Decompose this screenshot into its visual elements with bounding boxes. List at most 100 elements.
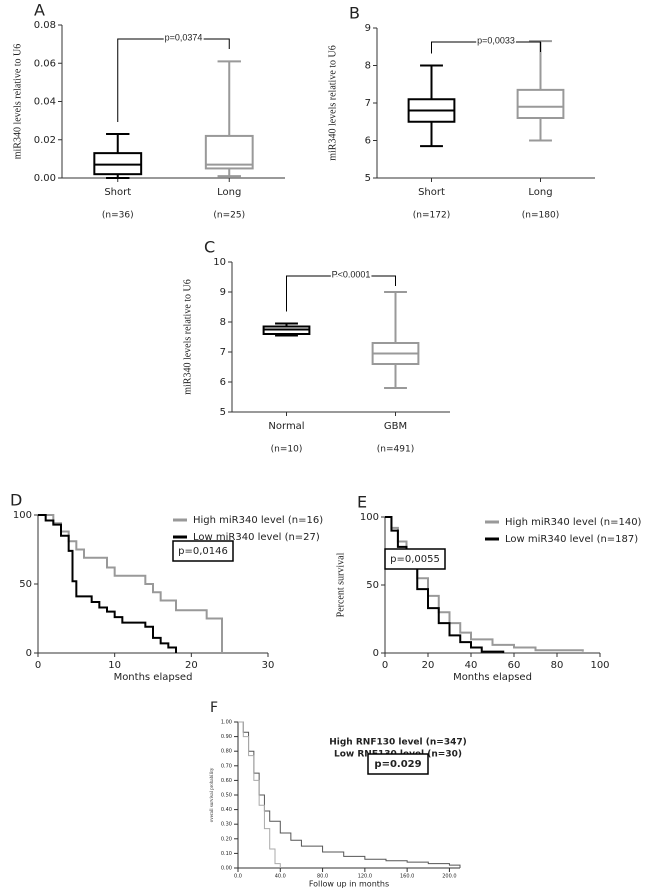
- y-tick-label: 0.04: [34, 97, 56, 108]
- y-tick-label: 0.00: [34, 173, 56, 184]
- y-tick-label: 1.00: [221, 720, 232, 726]
- survival-curve: [38, 514, 223, 653]
- p-value-box: [384, 548, 446, 570]
- y-axis-label: overall survival probability: [210, 767, 215, 822]
- y-tick-label: 100: [360, 512, 379, 523]
- legend-label: High miR340 level (n=16): [193, 515, 323, 526]
- y-tick-label: 0.30: [221, 822, 232, 828]
- legend-label: High RNF130 level (n=347): [329, 738, 466, 748]
- y-tick-label: 8: [220, 317, 226, 328]
- category-label: Short: [418, 187, 445, 198]
- survival-curve: [238, 721, 281, 868]
- category-label: Long: [217, 187, 241, 198]
- n-label: (n=10): [271, 445, 303, 455]
- significance-bracket: [286, 275, 396, 312]
- survival-curve: [38, 514, 177, 653]
- significance-bracket: [431, 41, 541, 54]
- y-tick-label: 0.60: [221, 778, 232, 784]
- y-tick-label: 5: [220, 407, 226, 418]
- y-tick-label: 0.00: [221, 866, 232, 872]
- y-tick-label: 9: [365, 23, 371, 34]
- x-tick-label: 120.0: [358, 874, 372, 880]
- x-tick-label: 0: [35, 660, 41, 671]
- panel-label: C: [204, 238, 215, 257]
- category-label: Long: [528, 187, 552, 198]
- box: [204, 134, 254, 170]
- y-tick-label: 0: [26, 648, 32, 659]
- legend-label: High miR340 level (n=140): [505, 517, 642, 528]
- legend-label: Low miR340 level (n=187): [505, 534, 638, 545]
- x-tick-label: 40.0: [275, 874, 286, 880]
- panel-label: A: [34, 1, 45, 20]
- panel-label: B: [349, 4, 360, 23]
- p-value: p=0,0055: [390, 554, 440, 565]
- survival-curve: [385, 516, 505, 653]
- category-label: Normal: [268, 421, 304, 432]
- x-tick-label: 0: [382, 660, 388, 671]
- significance-bracket: [117, 38, 230, 123]
- p-value: p=0,0033: [477, 35, 515, 45]
- y-tick-label: 9: [220, 287, 226, 298]
- category-label: Short: [104, 187, 131, 198]
- y-tick-label: 0.06: [34, 58, 56, 69]
- n-label: (n=180): [522, 211, 559, 221]
- y-tick-label: 0: [373, 648, 379, 659]
- category-label: GBM: [384, 421, 407, 432]
- p-value: p=0,0146: [178, 546, 228, 557]
- y-tick-label: 0.90: [221, 734, 232, 740]
- survival-curve: [385, 516, 584, 652]
- y-tick-label: 6: [365, 136, 371, 147]
- x-tick-label: 80: [551, 660, 564, 671]
- n-label: (n=36): [102, 211, 134, 221]
- y-axis-label: miR340 levels relative to U6: [182, 279, 193, 395]
- x-tick-label: 200.0: [442, 874, 456, 880]
- y-tick-label: 7: [220, 347, 226, 358]
- p-value-box: [367, 753, 429, 775]
- y-tick-label: 0.80: [221, 749, 232, 755]
- y-tick-label: 0.70: [221, 763, 232, 769]
- y-tick-label: 0.50: [221, 793, 232, 799]
- x-axis-label: Months elapsed: [453, 672, 532, 683]
- p-value-box: [172, 540, 234, 562]
- n-label: (n=25): [213, 211, 245, 221]
- y-tick-label: 0.02: [34, 135, 56, 146]
- y-axis-label: miR340 levels relative to U6: [327, 45, 338, 161]
- x-tick-label: 0.0: [234, 874, 242, 880]
- panel-label: F: [210, 700, 218, 716]
- p-value: p=0.029: [374, 759, 421, 770]
- box: [516, 88, 565, 119]
- y-tick-label: 100: [13, 510, 32, 521]
- x-tick-label: 10: [108, 660, 121, 671]
- y-tick-label: 0.10: [221, 851, 232, 857]
- panel-label: D: [10, 491, 22, 510]
- y-tick-label: 7: [365, 98, 371, 109]
- x-tick-label: 60: [508, 660, 521, 671]
- y-tick-label: 0.40: [221, 807, 232, 813]
- n-label: (n=172): [413, 211, 450, 221]
- y-tick-label: 10: [213, 257, 226, 268]
- y-tick-label: 50: [19, 579, 32, 590]
- panel-label: E: [357, 493, 367, 512]
- y-tick-label: 6: [220, 377, 226, 388]
- y-axis-label: Percent survival: [335, 552, 346, 617]
- p-value: P<0.0001: [332, 269, 371, 279]
- x-tick-label: 40: [465, 660, 478, 671]
- x-tick-label: 30: [262, 660, 275, 671]
- p-value: p=0,0374: [165, 32, 203, 42]
- x-tick-label: 100: [590, 660, 609, 671]
- y-tick-label: 0.20: [221, 836, 232, 842]
- y-tick-label: 8: [365, 61, 371, 72]
- y-tick-label: 0.08: [34, 20, 56, 31]
- x-tick-label: 20: [185, 660, 198, 671]
- x-tick-label: 20: [422, 660, 435, 671]
- y-axis-label: miR340 levels relative to U6: [12, 44, 23, 160]
- x-axis-label: Follow up in months: [309, 880, 389, 889]
- n-label: (n=491): [377, 445, 414, 455]
- y-tick-label: 5: [365, 173, 371, 184]
- x-tick-label: 80.0: [317, 874, 328, 880]
- y-tick-label: 50: [366, 580, 379, 591]
- legend-label: Low miR340 level (n=27): [193, 532, 320, 543]
- x-tick-label: 160.0: [400, 874, 414, 880]
- x-axis-label: Months elapsed: [114, 672, 193, 683]
